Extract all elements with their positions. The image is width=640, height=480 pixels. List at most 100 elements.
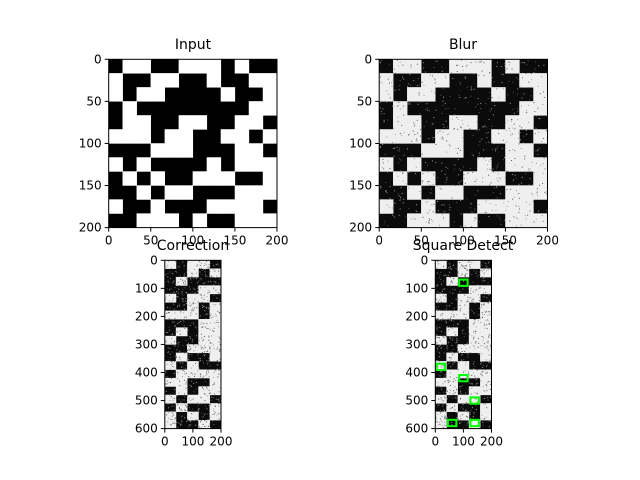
image-cell <box>421 213 436 228</box>
noise-speck <box>182 261 184 263</box>
noise-speck <box>398 148 400 150</box>
noise-speck <box>521 166 523 168</box>
noise-speck <box>209 265 211 267</box>
noise-speck <box>459 415 461 417</box>
noise-speck <box>452 338 454 340</box>
image-cell <box>477 59 492 74</box>
noise-speck <box>179 407 181 409</box>
noise-speck <box>449 271 451 273</box>
noise-speck <box>387 78 389 80</box>
noise-speck <box>170 396 172 398</box>
noise-speck <box>214 413 216 415</box>
noise-speck <box>167 312 169 314</box>
image-cell <box>234 115 250 130</box>
noise-speck <box>192 408 194 410</box>
noise-speck <box>438 345 440 347</box>
noise-speck <box>219 299 221 301</box>
y-tick-label: 500 <box>135 394 158 408</box>
noise-speck <box>179 385 181 387</box>
noise-speck <box>194 289 196 291</box>
noise-speck <box>432 138 434 140</box>
noise-speck <box>528 170 530 172</box>
noise-speck <box>444 288 446 290</box>
image-cell <box>192 115 208 130</box>
noise-speck <box>471 335 473 337</box>
noise-speck <box>462 288 464 290</box>
noise-speck <box>193 268 195 270</box>
noise-speck <box>477 314 479 316</box>
noise-speck <box>195 326 197 328</box>
noise-speck <box>488 268 490 270</box>
noise-speck <box>205 260 207 262</box>
noise-speck <box>195 313 197 315</box>
noise-speck <box>215 276 217 278</box>
image-cell <box>533 185 548 200</box>
noise-speck <box>450 351 452 353</box>
noise-speck <box>463 343 465 345</box>
noise-speck <box>446 418 448 420</box>
noise-speck <box>201 416 203 418</box>
noise-speck <box>393 72 395 74</box>
noise-speck <box>439 344 441 346</box>
noise-speck <box>484 314 486 316</box>
noise-speck <box>506 170 508 172</box>
noise-speck <box>452 354 454 356</box>
noise-speck <box>210 396 212 398</box>
noise-speck <box>436 318 438 320</box>
noise-speck <box>454 409 456 411</box>
image-cell <box>421 171 436 186</box>
noise-speck <box>477 190 479 192</box>
noise-speck <box>510 188 512 190</box>
noise-speck <box>174 325 176 327</box>
noise-speck <box>200 323 202 325</box>
noise-speck <box>213 327 215 329</box>
noise-speck <box>456 341 458 343</box>
noise-speck <box>520 62 522 64</box>
noise-speck <box>530 73 532 75</box>
noise-speck <box>501 148 503 150</box>
noise-speck <box>482 366 484 368</box>
noise-speck <box>446 151 448 153</box>
noise-speck <box>459 398 461 400</box>
image-cell <box>220 199 236 214</box>
noise-speck <box>507 119 509 121</box>
noise-speck <box>509 220 511 222</box>
noise-speck <box>215 398 217 400</box>
noise-speck <box>445 77 447 79</box>
noise-speck <box>514 157 516 159</box>
image-cell <box>187 344 199 354</box>
image-cell <box>198 327 210 337</box>
noise-speck <box>209 353 211 355</box>
noise-speck <box>195 378 197 380</box>
noise-speck <box>523 62 525 64</box>
image-cell <box>480 335 492 345</box>
noise-speck <box>476 178 478 180</box>
noise-speck <box>177 293 179 295</box>
noise-speck <box>218 293 220 295</box>
noise-speck <box>478 129 480 131</box>
noise-speck <box>197 286 199 288</box>
noise-speck <box>210 275 212 277</box>
noise-speck <box>176 296 178 298</box>
noise-speck <box>177 404 179 406</box>
noise-speck <box>200 287 202 289</box>
noise-speck <box>481 270 483 272</box>
noise-speck <box>451 197 453 199</box>
noise-speck <box>191 322 193 324</box>
noise-speck <box>471 300 473 302</box>
noise-speck <box>480 373 482 375</box>
noise-speck <box>182 279 184 281</box>
noise-speck <box>465 361 467 363</box>
noise-speck <box>450 421 452 423</box>
noise-speck <box>500 178 502 180</box>
noise-speck <box>203 305 205 307</box>
noise-speck <box>482 424 484 426</box>
noise-speck <box>438 391 440 393</box>
noise-speck <box>436 342 438 344</box>
noise-speck <box>520 182 522 184</box>
noise-speck <box>176 291 178 293</box>
image-cell <box>519 115 534 130</box>
noise-speck <box>178 392 180 394</box>
noise-speck <box>422 173 424 175</box>
noise-speck <box>455 268 457 270</box>
